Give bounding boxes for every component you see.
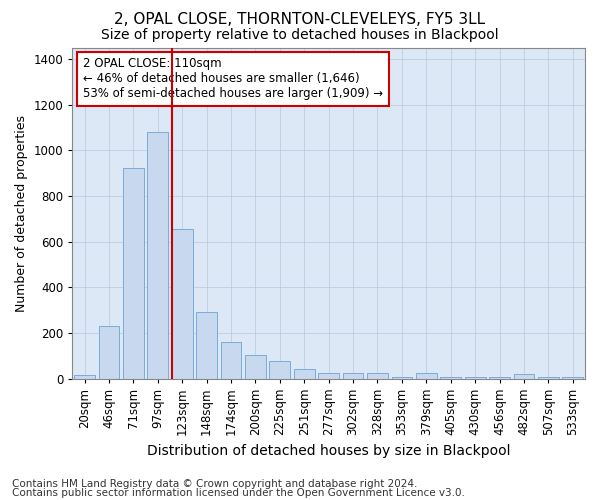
Bar [514, 374, 535, 378]
Bar [148, 132, 168, 378]
Bar [123, 168, 144, 378]
Bar [269, 362, 290, 378]
Bar [294, 370, 314, 378]
Text: 2 OPAL CLOSE: 110sqm
← 46% of detached houses are smaller (1,646)
53% of semi-de: 2 OPAL CLOSE: 110sqm ← 46% of detached h… [83, 58, 383, 100]
Text: Contains HM Land Registry data © Crown copyright and database right 2024.: Contains HM Land Registry data © Crown c… [12, 479, 418, 489]
Bar [318, 373, 339, 378]
Bar [172, 229, 193, 378]
Bar [245, 354, 266, 378]
Text: 2, OPAL CLOSE, THORNTON-CLEVELEYS, FY5 3LL: 2, OPAL CLOSE, THORNTON-CLEVELEYS, FY5 3… [115, 12, 485, 28]
Text: Contains public sector information licensed under the Open Government Licence v3: Contains public sector information licen… [12, 488, 465, 498]
X-axis label: Distribution of detached houses by size in Blackpool: Distribution of detached houses by size … [147, 444, 511, 458]
Bar [416, 373, 437, 378]
Bar [221, 342, 241, 378]
Y-axis label: Number of detached properties: Number of detached properties [15, 114, 28, 312]
Bar [98, 326, 119, 378]
Text: Size of property relative to detached houses in Blackpool: Size of property relative to detached ho… [101, 28, 499, 42]
Bar [74, 375, 95, 378]
Bar [343, 373, 364, 378]
Bar [196, 312, 217, 378]
Bar [367, 373, 388, 378]
